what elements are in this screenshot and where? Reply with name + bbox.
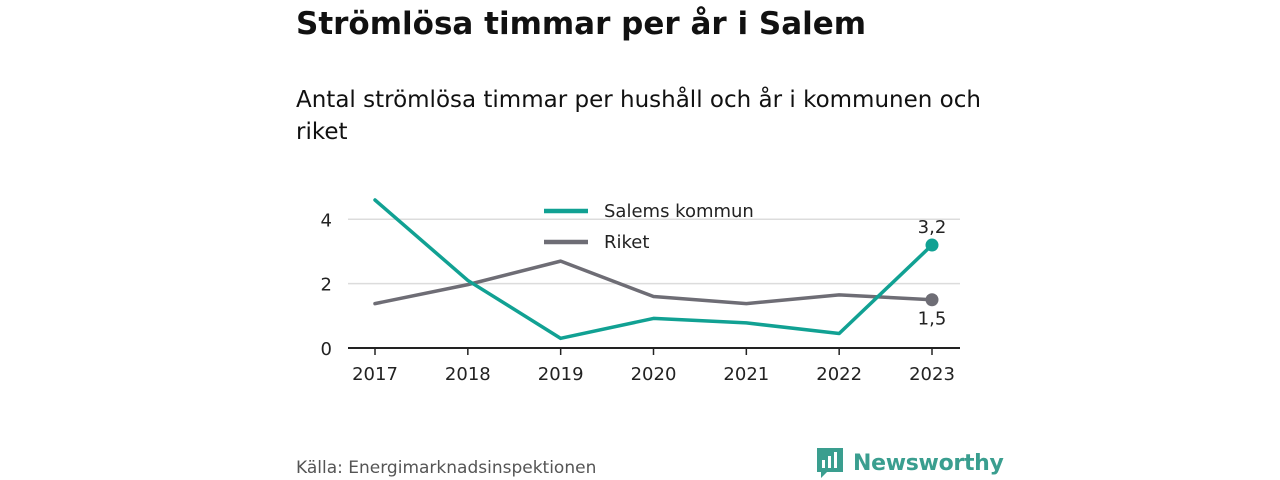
chart-subtitle: Antal strömlösa timmar per hushåll och å…	[296, 87, 981, 145]
x-tick-label: 2022	[816, 364, 862, 385]
y-tick-label: 0	[321, 339, 332, 360]
legend: Salems kommun Riket	[544, 201, 754, 253]
series-line-salems-kommun	[373, 198, 934, 341]
brand-name: Newsworthy	[853, 450, 1004, 476]
series-line-riket	[373, 259, 934, 306]
data-label: 1,5	[918, 309, 947, 330]
x-tick-label: 2023	[909, 364, 955, 385]
data-label: 3,2	[918, 217, 947, 238]
y-axis: 0 2 4	[321, 210, 332, 360]
source-note: Källa: Energimarknadsinspektionen	[296, 458, 597, 478]
chart-title: Strömlösa timmar per år i Salem	[296, 6, 867, 42]
x-tick-label: 2020	[631, 364, 677, 385]
x-tick-label: 2021	[723, 364, 769, 385]
series-group: 1,5 3,2	[373, 198, 947, 341]
legend-label: Salems kommun	[604, 201, 754, 222]
x-tick-label: 2018	[445, 364, 491, 385]
y-tick-label: 2	[321, 275, 332, 296]
x-tick-label: 2019	[538, 364, 584, 385]
y-tick-label: 4	[321, 210, 332, 231]
data-point	[925, 293, 939, 307]
legend-label: Riket	[604, 232, 649, 253]
x-axis: 2017 2018 2019 2020 2021 2022 2023	[352, 348, 955, 385]
brand-logo: Newsworthy	[815, 446, 1004, 480]
bar-chart-icon	[817, 448, 843, 478]
x-tick-label: 2017	[352, 364, 398, 385]
grid-lines	[348, 218, 960, 285]
data-point	[925, 238, 939, 252]
